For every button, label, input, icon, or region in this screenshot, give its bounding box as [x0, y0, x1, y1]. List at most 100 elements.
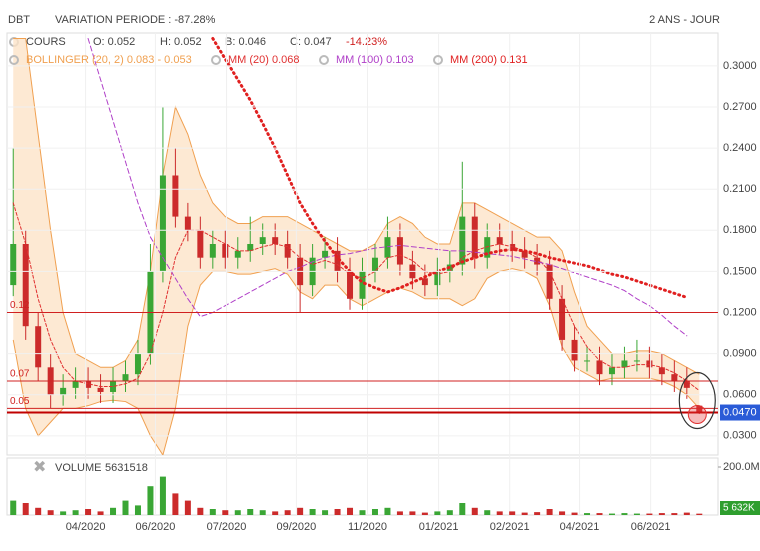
candle-body: [172, 175, 179, 217]
volume-bar: [159, 476, 166, 515]
gear-icon: [9, 55, 19, 65]
x-tick-label: 02/2021: [490, 521, 530, 533]
candle-body: [496, 237, 503, 244]
volume-bar: [646, 513, 653, 515]
candle-body: [384, 237, 391, 258]
volume-bar: [22, 503, 29, 515]
volume-bar: [496, 511, 503, 515]
volume-bar: [197, 507, 204, 515]
gear-icon: [433, 55, 443, 65]
candle-body: [546, 264, 553, 299]
volume-bar: [309, 509, 316, 515]
variation: VARIATION PERIODE : -87.28%: [55, 14, 216, 26]
legend-entry: MM (20) 0.068: [228, 54, 300, 66]
volume-bar: [134, 505, 141, 515]
volume-bar: [347, 507, 354, 515]
x-tick-label: 04/2021: [560, 521, 600, 533]
change-label: -14.23%: [346, 36, 387, 48]
candle-body: [396, 237, 403, 265]
candle-body: [97, 387, 104, 392]
last-volume-label: 5 632K: [723, 503, 755, 514]
candle-body: [421, 278, 428, 286]
candle-body: [559, 298, 566, 340]
highlight-circle: [678, 371, 716, 430]
x-tick-label: 06/2020: [136, 521, 176, 533]
volume-bar: [546, 509, 553, 515]
volume-bar: [147, 486, 154, 515]
volume-bar: [683, 512, 690, 515]
volume-bar: [534, 512, 541, 515]
x-tick-label: 06/2021: [631, 521, 671, 533]
volume-bar: [571, 512, 578, 515]
x-tick-label: 04/2020: [66, 521, 106, 533]
candle-body: [621, 360, 628, 368]
candle-body: [371, 257, 378, 272]
volume-bar: [10, 500, 17, 515]
volume-bar: [446, 510, 453, 515]
volume-bar: [421, 512, 428, 515]
last-price-tag: [720, 404, 760, 421]
x-tick-label: 09/2020: [277, 521, 317, 533]
candle-body: [671, 374, 678, 382]
candle-body: [584, 360, 591, 362]
candle-body: [322, 250, 329, 258]
candle-body: [521, 250, 528, 258]
volume-bar: [621, 513, 628, 515]
volume-value: 5631518: [105, 462, 148, 474]
volume-bar: [297, 507, 304, 515]
candle-body: [334, 250, 341, 272]
volume-bar: [696, 513, 703, 515]
y-tick-label: 0.0600: [723, 389, 757, 401]
candle-body: [633, 360, 640, 362]
volume-bar: [322, 510, 329, 515]
volume-bar: [209, 509, 216, 515]
candle-body: [658, 367, 665, 375]
candle-body: [134, 353, 141, 375]
volume-bar: [122, 500, 129, 515]
candle-body: [608, 367, 615, 375]
candle-body: [72, 381, 79, 388]
moving-average: [211, 36, 689, 299]
volume-bar: [633, 513, 640, 515]
open-label: O: 0.052: [93, 36, 135, 48]
legend-entry: MM (100) 0.103: [336, 54, 414, 66]
volume-bar: [459, 503, 466, 515]
volume-bar: [85, 509, 92, 515]
period[interactable]: 2 ANS - JOUR: [649, 14, 720, 26]
candle-body: [359, 271, 366, 299]
y-tick-label: 0.1800: [723, 224, 757, 236]
y-tick-label: 0.2100: [723, 183, 757, 195]
bollinger-lower: [12, 268, 700, 455]
volume-bar: [35, 507, 42, 515]
volume-bar: [172, 493, 179, 515]
candle-body: [459, 216, 466, 265]
volume-bar: [72, 510, 79, 515]
volume-bar: [97, 511, 104, 515]
close-label: C: 0.047: [290, 36, 332, 48]
volume-bar: [272, 511, 279, 515]
volume-bar: [484, 510, 491, 515]
price-panel: [6, 32, 719, 456]
moving-average: [87, 37, 688, 337]
y-tick-label: 0.2700: [723, 101, 757, 113]
volume-bar: [247, 509, 254, 515]
volume-bar: [60, 511, 67, 515]
volume-bar: [584, 513, 591, 515]
y-tick-label: 0.2400: [723, 142, 757, 154]
y-tick-label: 0.0900: [723, 348, 757, 360]
bollinger-area: [13, 38, 700, 455]
candle-body: [484, 237, 491, 258]
cours-label: COURS: [26, 36, 66, 48]
candle-body: [509, 244, 516, 251]
candle-body: [696, 405, 703, 413]
candle-body: [571, 339, 578, 361]
volume-bar: [47, 510, 54, 515]
low-label: B: 0.046: [225, 36, 266, 48]
last-price-label: 0.0470: [723, 406, 757, 418]
close-icon[interactable]: ✖: [33, 459, 46, 476]
candle-body: [159, 175, 166, 272]
candle-body: [85, 381, 92, 388]
volume-bar: [284, 510, 291, 515]
